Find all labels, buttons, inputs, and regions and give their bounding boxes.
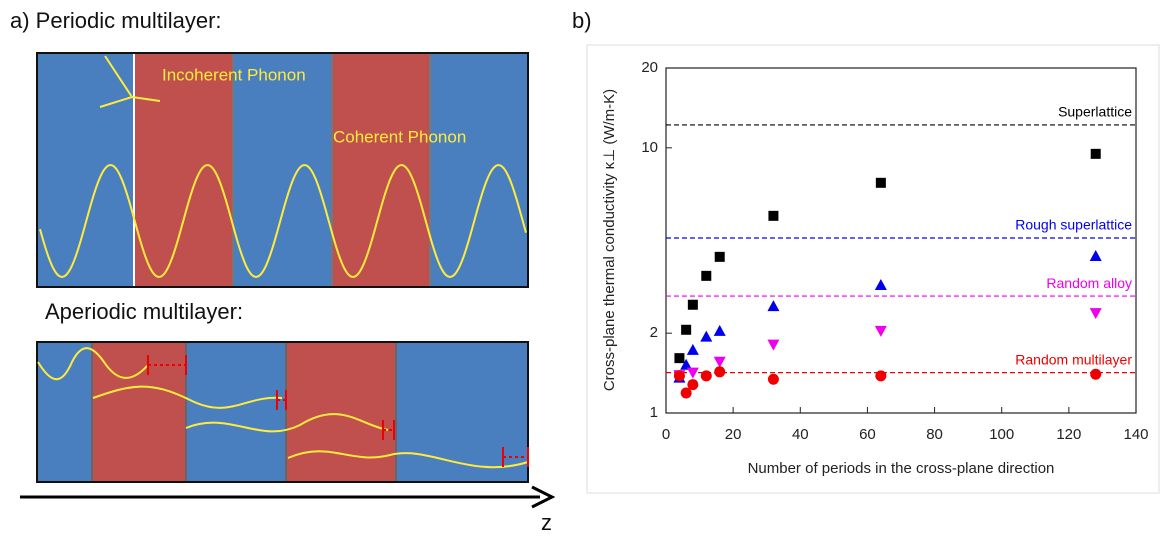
y-tick-label: 10 [641, 139, 658, 156]
data-point [874, 278, 887, 290]
data-point [768, 210, 779, 221]
panel-b: b) Cross-plane thermal conductivity κ⊥ (… [572, 8, 1160, 494]
data-point [1089, 249, 1102, 261]
data-point [680, 387, 692, 399]
coherent-wave [39, 163, 527, 279]
x-tick-label: 100 [989, 426, 1014, 443]
periodic-frame [36, 52, 529, 288]
data-point [673, 370, 685, 382]
data-point [686, 343, 699, 355]
panel-frame [586, 44, 1160, 494]
incoherent-scatter [99, 55, 161, 108]
data-point [701, 270, 712, 281]
red-layer [332, 53, 430, 287]
data-point [687, 299, 698, 310]
y-tick-label: 2 [650, 324, 658, 341]
x-tick-label: 60 [859, 426, 876, 443]
aperiodic-title: Aperiodic multilayer: [45, 299, 243, 324]
coherence-lengths [147, 355, 529, 467]
reference-label: Random multilayer [1015, 351, 1132, 367]
z-arrowhead [531, 485, 556, 509]
periodic-background [37, 53, 528, 287]
aperiodic-frame [36, 341, 529, 483]
panel-a-title: a) Periodic multilayer: [10, 8, 222, 33]
data-point [713, 356, 726, 368]
incoherent-label: Incoherent Phonon [162, 65, 306, 84]
data-point [674, 353, 685, 364]
data-point [875, 370, 887, 382]
red-layer [135, 53, 233, 287]
x-tick-label: 140 [1123, 426, 1148, 443]
y-tick-label: 1 [650, 404, 658, 421]
reference-label: Superlattice [1058, 104, 1132, 120]
z-label: z [541, 510, 552, 535]
data-point [767, 339, 780, 351]
panel-a: a) Periodic multilayer: Incoherent Phono… [10, 8, 556, 535]
data-point [681, 324, 692, 335]
x-tick-label: 80 [926, 426, 943, 443]
data-point [1089, 308, 1102, 320]
data-point [700, 330, 713, 342]
data-point [874, 325, 887, 337]
data-point [714, 366, 726, 378]
data-point [714, 251, 725, 262]
x-tick-label: 20 [725, 426, 742, 443]
red-layer [286, 342, 396, 482]
data-point [767, 373, 779, 385]
reference-label: Random alloy [1046, 275, 1132, 291]
red-layer [92, 342, 186, 482]
data-point [875, 177, 886, 188]
data-point [687, 379, 699, 391]
x-axis-label: Number of periods in the cross-plane dir… [748, 460, 1055, 477]
data-point [1090, 148, 1101, 159]
y-axis-label: Cross-plane thermal conductivity κ⊥ (W/m… [601, 89, 618, 391]
x-tick-label: 120 [1056, 426, 1081, 443]
x-tick-label: 0 [662, 426, 670, 443]
data-point [686, 367, 699, 379]
y-tick-label: 20 [641, 59, 658, 76]
reference-label: Rough superlattice [1015, 217, 1132, 233]
data-point [680, 358, 693, 370]
x-tick-label: 40 [792, 426, 809, 443]
data-point [767, 300, 780, 312]
panel-label: b) [572, 8, 592, 33]
data-point [713, 324, 726, 336]
decaying-waves [37, 347, 529, 469]
coherent-label: Coherent Phonon [333, 127, 466, 146]
data-point [1090, 368, 1102, 380]
plot-frame [665, 67, 1137, 414]
data-point [700, 370, 712, 382]
